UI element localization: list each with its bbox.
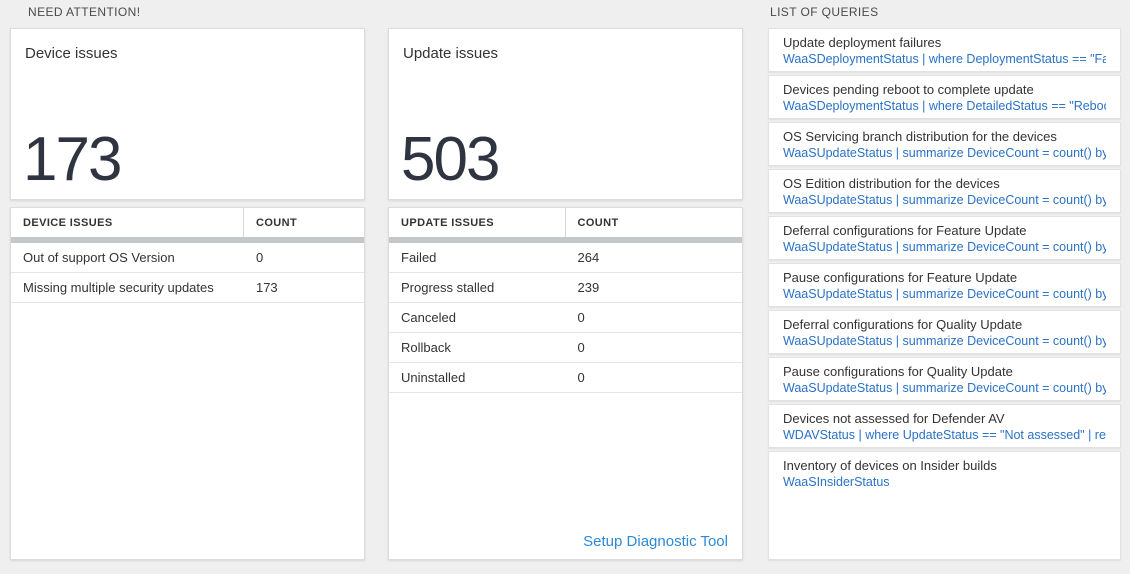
issue-count: 239 <box>577 280 600 295</box>
query-item[interactable]: Pause configurations for Quality Update … <box>768 357 1121 401</box>
table-row[interactable]: Missing multiple security updates 173 <box>11 273 364 303</box>
query-title: OS Edition distribution for the devices <box>783 176 1000 191</box>
device-issues-column: Device issues 173 DEVICE ISSUES COUNT Ou… <box>10 28 365 560</box>
update-issues-table: UPDATE ISSUES COUNT Failed 264 Progress … <box>388 207 743 560</box>
issue-count: 0 <box>577 340 585 355</box>
query-title: Devices not assessed for Defender AV <box>783 411 1005 426</box>
query-item[interactable]: Pause configurations for Feature Update … <box>768 263 1121 307</box>
table-header-divider-bar <box>389 237 742 243</box>
issue-label: Progress stalled <box>401 280 495 295</box>
table-row[interactable]: Canceled 0 <box>389 303 742 333</box>
query-item[interactable]: Devices not assessed for Defender AV WDA… <box>768 404 1121 448</box>
device-issues-rows: Out of support OS Version 0 Missing mult… <box>11 243 364 303</box>
query-title: OS Servicing branch distribution for the… <box>783 129 1057 144</box>
query-item[interactable]: Devices pending reboot to complete updat… <box>768 75 1121 119</box>
table-row[interactable]: Rollback 0 <box>389 333 742 363</box>
query-item[interactable]: OS Servicing branch distribution for the… <box>768 122 1121 166</box>
query-text: WaaSUpdateStatus | summarize DeviceCount… <box>783 240 1106 254</box>
query-item[interactable]: Deferral configurations for Quality Upda… <box>768 310 1121 354</box>
query-text: WaaSUpdateStatus | summarize DeviceCount… <box>783 287 1106 301</box>
query-text: WaaSUpdateStatus | summarize DeviceCount… <box>783 334 1106 348</box>
update-issues-title: Update issues <box>403 45 499 62</box>
table-row[interactable]: Progress stalled 239 <box>389 273 742 303</box>
issue-label: Uninstalled <box>401 370 466 385</box>
query-title: Inventory of devices on Insider builds <box>783 458 997 473</box>
query-title: Deferral configurations for Quality Upda… <box>783 317 1023 332</box>
list-of-queries-column: Update deployment failures WaaSDeploymen… <box>768 28 1121 560</box>
device-issues-tile[interactable]: Device issues 173 <box>10 28 365 200</box>
table-row[interactable]: Out of support OS Version 0 <box>11 243 364 273</box>
update-issues-rows: Failed 264 Progress stalled 239 Canceled… <box>389 243 742 393</box>
query-text: WaaSInsiderStatus <box>783 475 890 489</box>
issue-count: 173 <box>255 280 278 295</box>
query-text: WaaSDeploymentStatus | where DetailedSta… <box>783 99 1106 113</box>
query-text: WaaSUpdateStatus | summarize DeviceCount… <box>783 381 1106 395</box>
query-title: Pause configurations for Quality Update <box>783 364 1013 379</box>
query-text: WaaSDeploymentStatus | where DeploymentS… <box>783 52 1106 66</box>
device-issues-table-header: DEVICE ISSUES COUNT <box>11 208 364 237</box>
issue-label: Failed <box>401 250 437 265</box>
update-issues-column-header: UPDATE ISSUES <box>389 208 566 237</box>
table-row[interactable]: Uninstalled 0 <box>389 363 742 393</box>
device-issues-title: Device issues <box>25 45 118 62</box>
device-issues-table: DEVICE ISSUES COUNT Out of support OS Ve… <box>10 207 365 560</box>
query-text: WaaSUpdateStatus | summarize DeviceCount… <box>783 146 1106 160</box>
issue-count: 0 <box>577 310 585 325</box>
setup-diagnostic-tool-link[interactable]: Setup Diagnostic Tool <box>583 533 728 550</box>
query-item[interactable]: Update deployment failures WaaSDeploymen… <box>768 28 1121 72</box>
query-text: WaaSUpdateStatus | summarize DeviceCount… <box>783 193 1106 207</box>
query-text: WDAVStatus | where UpdateStatus == "Not … <box>783 428 1106 442</box>
query-title: Deferral configurations for Feature Upda… <box>783 223 1027 238</box>
table-row[interactable]: Failed 264 <box>389 243 742 273</box>
issue-count: 0 <box>577 370 585 385</box>
query-title: Devices pending reboot to complete updat… <box>783 82 1034 97</box>
issue-count: 264 <box>577 250 600 265</box>
query-title: Update deployment failures <box>783 35 942 50</box>
issue-label: Missing multiple security updates <box>23 280 214 295</box>
query-item[interactable]: Deferral configurations for Feature Upda… <box>768 216 1121 260</box>
query-item[interactable]: Inventory of devices on Insider builds W… <box>768 451 1121 560</box>
update-issues-tile[interactable]: Update issues 503 <box>388 28 743 200</box>
issue-label: Rollback <box>401 340 451 355</box>
issue-count: 0 <box>255 250 264 265</box>
query-item[interactable]: OS Edition distribution for the devices … <box>768 169 1121 213</box>
table-header-divider-bar <box>11 237 364 243</box>
issue-label: Out of support OS Version <box>23 250 175 265</box>
update-issues-column: Update issues 503 UPDATE ISSUES COUNT Fa… <box>388 28 743 560</box>
device-issues-column-header: DEVICE ISSUES <box>11 208 244 237</box>
update-issues-table-header: UPDATE ISSUES COUNT <box>389 208 742 237</box>
query-list: Update deployment failures WaaSDeploymen… <box>768 28 1121 560</box>
update-issues-count: 503 <box>401 125 500 194</box>
section-header-need-attention: NEED ATTENTION! <box>28 5 141 19</box>
section-header-list-of-queries: LIST OF QUERIES <box>770 5 879 19</box>
count-column-header: COUNT <box>255 216 298 229</box>
issue-label: Canceled <box>401 310 456 325</box>
query-title: Pause configurations for Feature Update <box>783 270 1018 285</box>
device-issues-count: 173 <box>23 125 122 194</box>
count-column-header: COUNT <box>577 216 619 229</box>
